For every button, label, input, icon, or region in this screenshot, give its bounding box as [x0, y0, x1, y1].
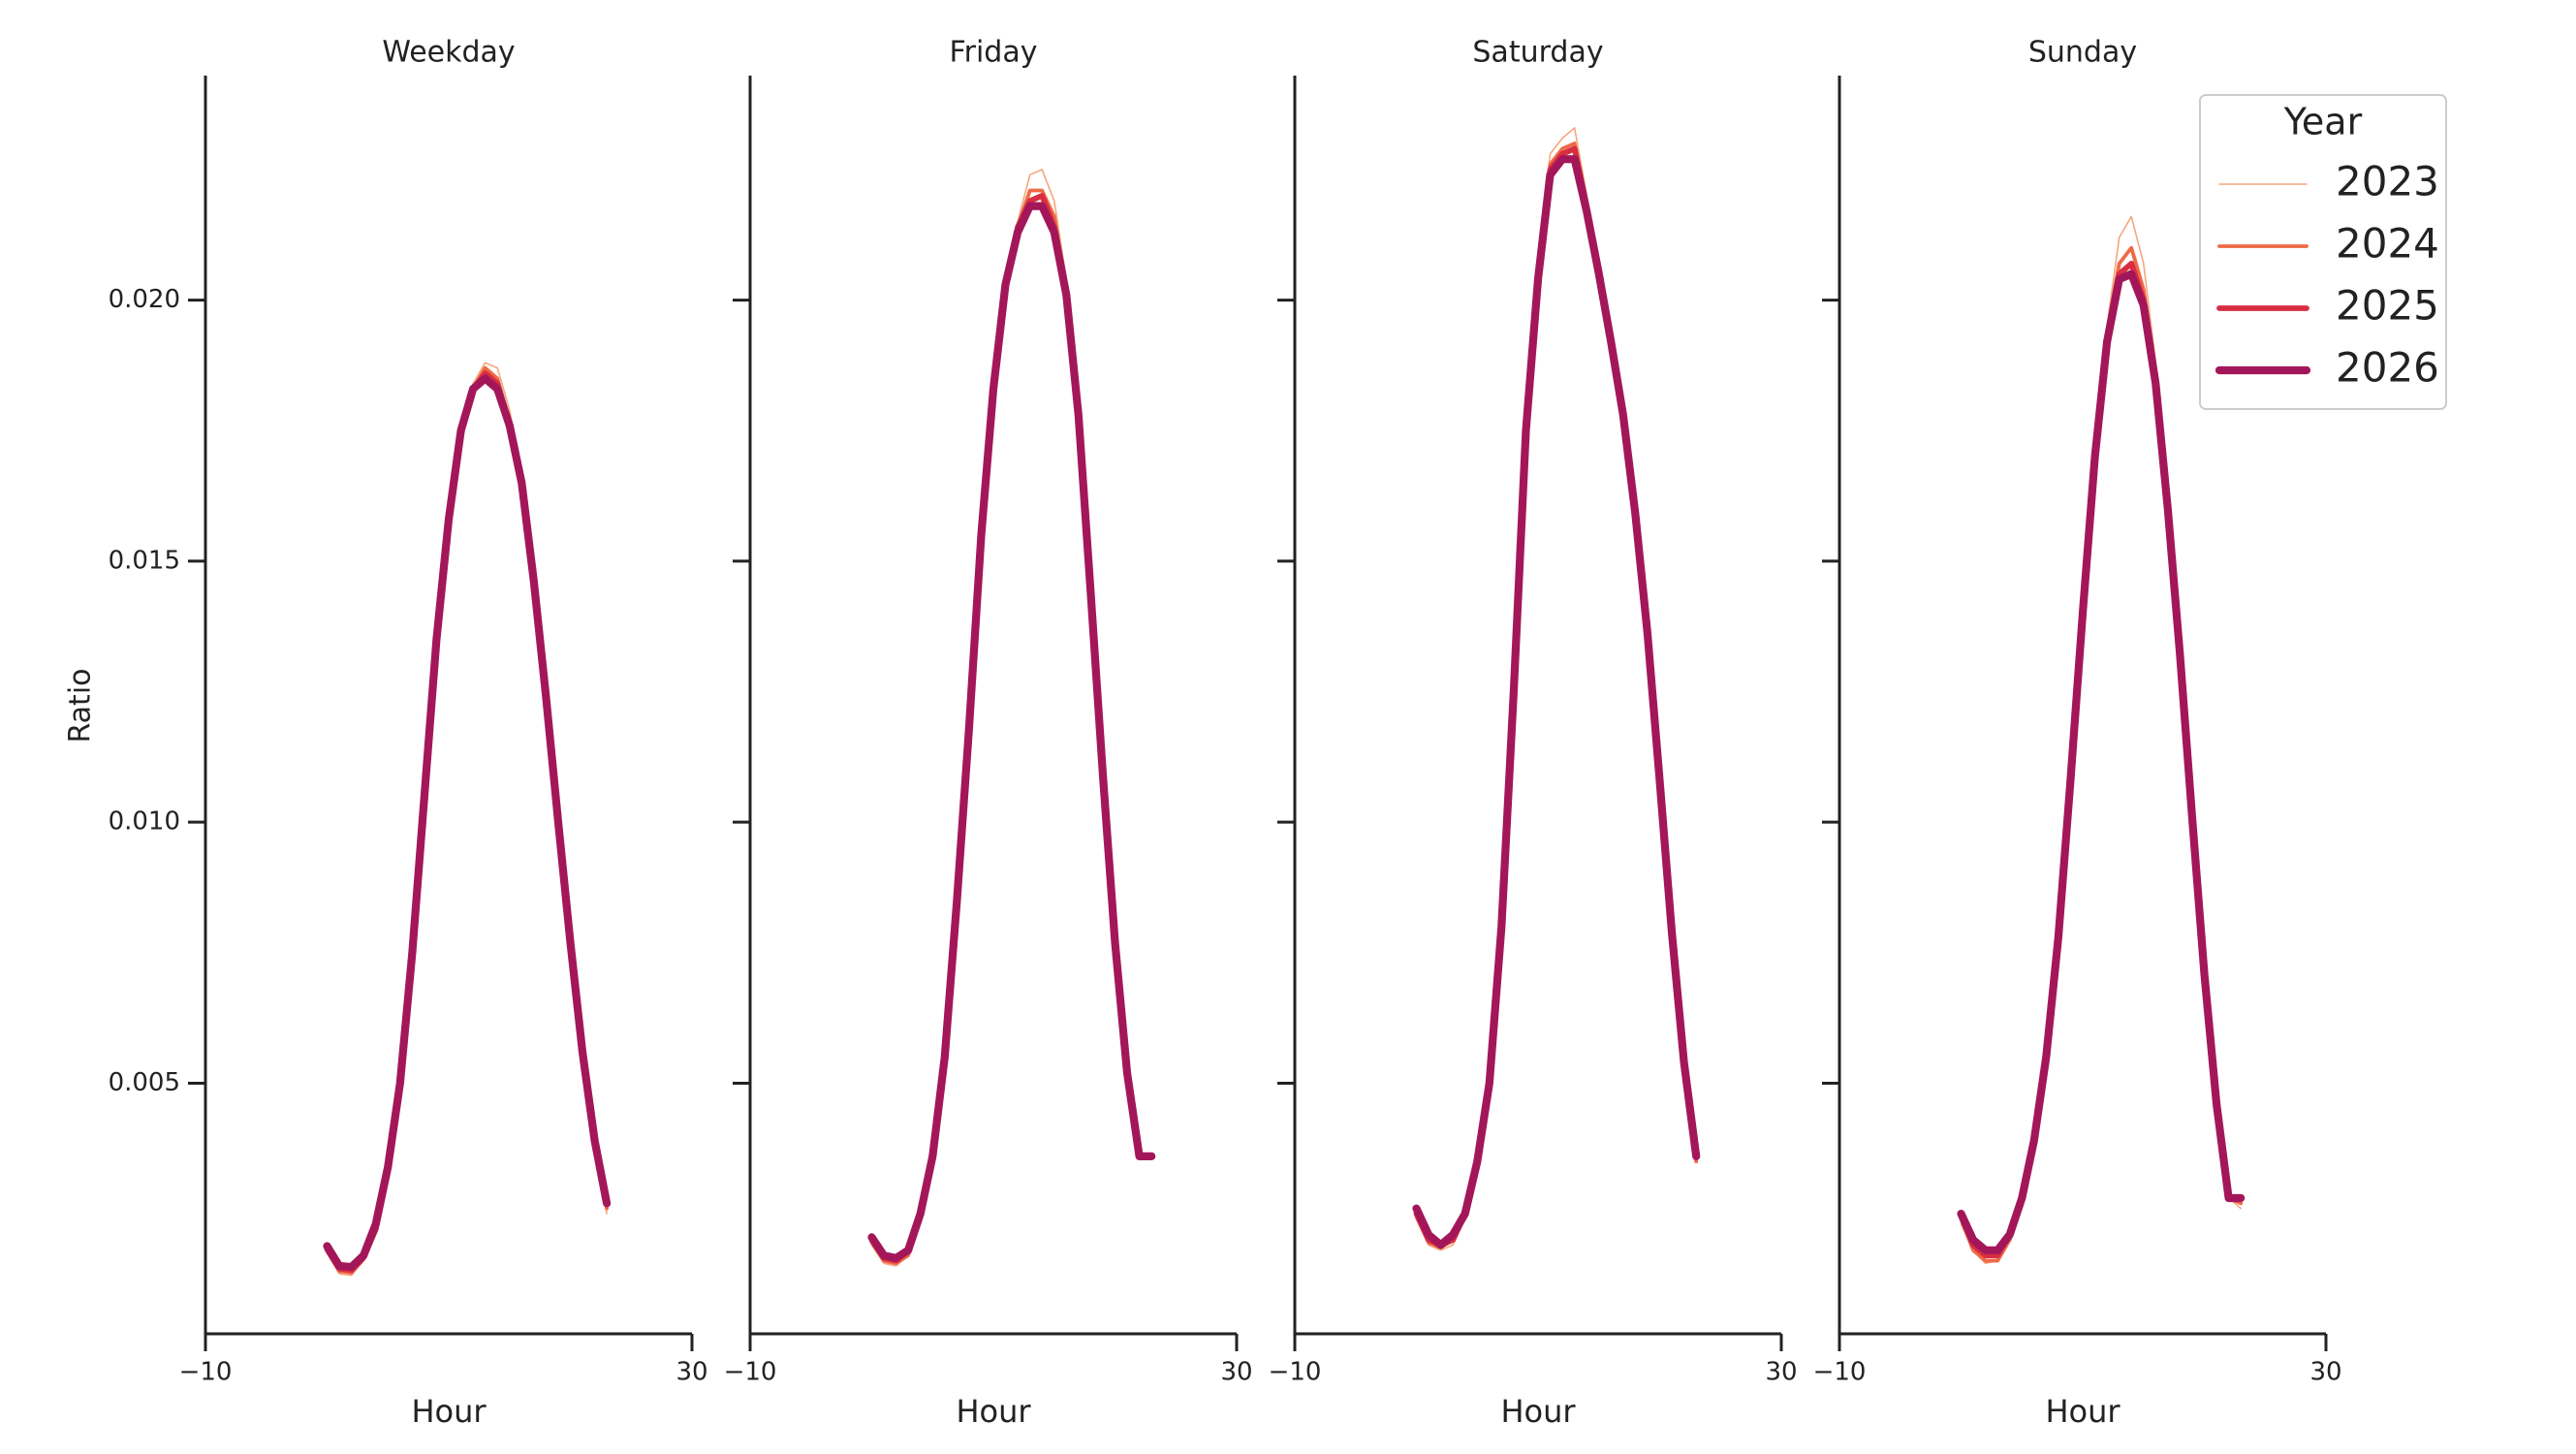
x-tick-label: −10: [724, 1358, 777, 1387]
panel-title: Weekday: [382, 36, 515, 70]
panel-title: Saturday: [1472, 36, 1603, 70]
panel-sunday: Sunday −10 30 Hour: [1813, 36, 2342, 1431]
panel-saturday: Saturday −10 30 Hour: [1269, 36, 1798, 1431]
legend-title: Year: [2283, 101, 2363, 143]
legend: Year 2023 2024 2025 2026: [2199, 94, 2447, 410]
series-line-2024: [869, 188, 1154, 1266]
legend-label-2026: 2026: [2336, 344, 2439, 392]
legend-label-2024: 2024: [2336, 220, 2439, 268]
legend-label-2023: 2023: [2336, 158, 2439, 205]
y-tick-label: 0.020: [109, 285, 180, 314]
x-tick-label: −10: [1813, 1358, 1867, 1387]
series-line-2023: [870, 169, 1152, 1267]
legend-label-2025: 2025: [2336, 282, 2439, 330]
panel-title: Friday: [950, 36, 1038, 70]
x-tick-label: −10: [1269, 1358, 1322, 1387]
x-tick-label: −10: [179, 1358, 233, 1387]
panel-friday: Friday −10 30 Hour: [724, 36, 1253, 1431]
y-tick-label: 0.010: [109, 807, 180, 837]
series-line-2023: [326, 362, 608, 1277]
x-axis-label: Hour: [956, 1393, 1031, 1430]
x-axis-label: Hour: [411, 1393, 487, 1430]
x-tick-label: 30: [1220, 1358, 1252, 1387]
panel-title: Sunday: [2028, 36, 2137, 70]
series-line-2026: [867, 202, 1156, 1263]
series-line-2025: [868, 192, 1155, 1264]
y-tick-label: 0.015: [109, 546, 180, 575]
legend-frame: [2199, 94, 2447, 410]
y-axis-label: Ratio: [64, 668, 98, 743]
x-tick-label: 30: [2309, 1358, 2341, 1387]
x-tick-label: 30: [1765, 1358, 1797, 1387]
series-line-2026: [1412, 155, 1701, 1249]
panel-weekday: Weekday 0.005 0.010 0.015 0.020 −10 30 Hour: [109, 36, 708, 1431]
x-tick-label: 30: [675, 1358, 707, 1387]
x-axis-label: Hour: [2045, 1393, 2120, 1430]
x-axis-label: Hour: [1500, 1393, 1576, 1430]
series-line-2026: [1957, 269, 2246, 1254]
y-tick-label: 0.005: [109, 1068, 180, 1097]
series-line-2025: [324, 370, 610, 1274]
series-line-2026: [323, 374, 612, 1272]
series-line-2024: [325, 365, 609, 1275]
